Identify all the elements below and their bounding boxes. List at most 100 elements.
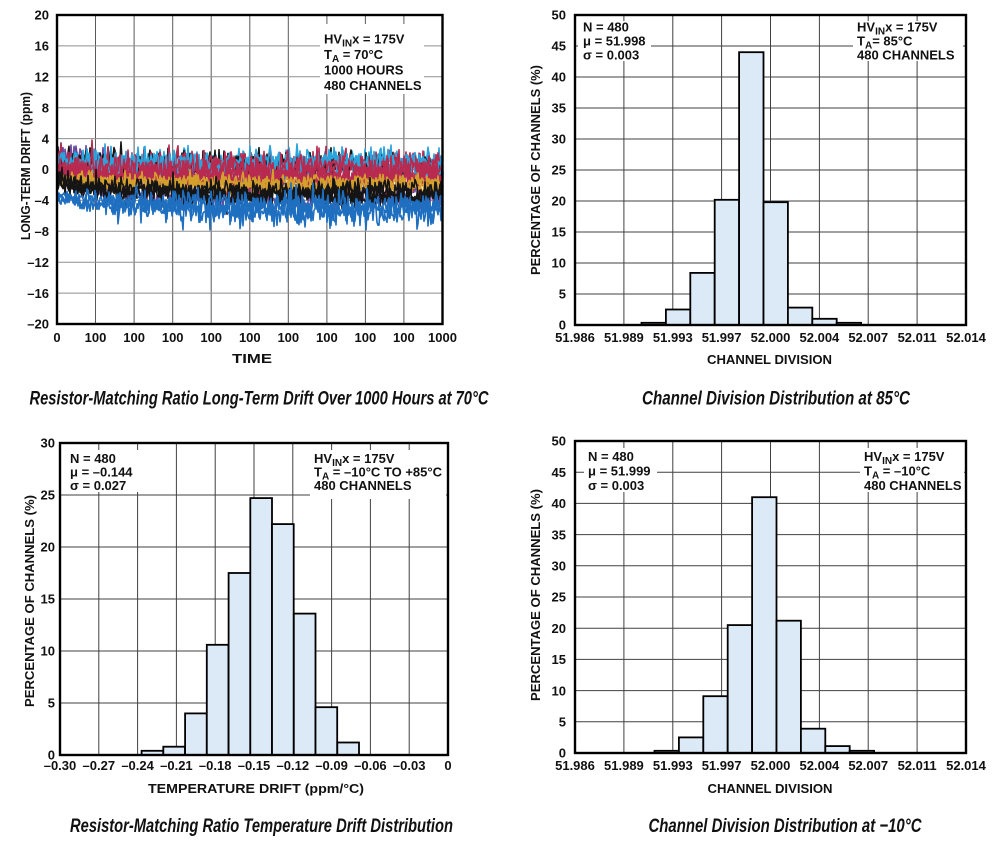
svg-text:TA= 85°C: TA= 85°C <box>857 34 913 52</box>
svg-text:12: 12 <box>35 70 49 85</box>
svg-text:N = 480: N = 480 <box>70 451 116 466</box>
svg-text:LONG-TERM DRIFT (ppm): LONG-TERM DRIFT (ppm) <box>18 92 33 240</box>
svg-text:Resistor-Matching Ratio Long-T: Resistor-Matching Ratio Long-Term Drift … <box>30 388 490 410</box>
svg-text:σ = 0.027: σ = 0.027 <box>70 478 126 493</box>
svg-text:52.011: 52.011 <box>898 758 937 773</box>
svg-text:480 CHANNELS: 480 CHANNELS <box>864 478 962 493</box>
svg-text:–0.12: –0.12 <box>277 758 310 773</box>
svg-text:51.986: 51.986 <box>555 758 595 773</box>
svg-text:5: 5 <box>559 715 566 730</box>
svg-text:20: 20 <box>41 540 55 555</box>
svg-text:20: 20 <box>35 8 49 23</box>
svg-text:TA = –10°C TO +85°C: TA = –10°C TO +85°C <box>314 465 443 483</box>
svg-text:52.004: 52.004 <box>800 758 841 773</box>
svg-text:–0.21: –0.21 <box>160 758 193 773</box>
svg-text:Resistor-Matching Ratio Temper: Resistor-Matching Ratio Temperature Drif… <box>70 815 453 837</box>
svg-text:–0.18: –0.18 <box>199 758 232 773</box>
svg-text:51.989: 51.989 <box>604 330 644 345</box>
svg-text:35: 35 <box>552 101 566 116</box>
svg-text:480 CHANNELS: 480 CHANNELS <box>314 478 412 493</box>
svg-text:51.993: 51.993 <box>653 330 693 345</box>
svg-text:–4: –4 <box>35 193 50 208</box>
svg-text:15: 15 <box>41 592 55 607</box>
svg-text:TIME: TIME <box>232 351 272 366</box>
svg-text:30: 30 <box>41 436 55 451</box>
svg-text:μ = 51.998: μ = 51.998 <box>583 34 646 49</box>
svg-text:25: 25 <box>41 488 55 503</box>
svg-text:PERCENTAGE OF CHANNELS (%): PERCENTAGE OF CHANNELS (%) <box>528 489 543 701</box>
svg-text:TA = 70°C: TA = 70°C <box>324 47 384 65</box>
svg-text:–8: –8 <box>35 224 49 239</box>
svg-text:0: 0 <box>444 758 451 773</box>
svg-text:35: 35 <box>552 527 566 542</box>
svg-text:σ = 0.003: σ = 0.003 <box>588 478 644 493</box>
svg-text:20: 20 <box>552 621 566 636</box>
svg-text:100: 100 <box>123 330 145 345</box>
svg-text:1000 HOURS: 1000 HOURS <box>324 63 404 78</box>
svg-text:30: 30 <box>552 559 566 574</box>
svg-text:0: 0 <box>53 330 60 345</box>
svg-text:–0.27: –0.27 <box>83 758 116 773</box>
svg-text:10: 10 <box>552 683 566 698</box>
svg-text:52.014: 52.014 <box>946 758 987 773</box>
svg-text:–0.09: –0.09 <box>315 758 348 773</box>
svg-text:100: 100 <box>239 330 261 345</box>
svg-text:TA = –10°C: TA = –10°C <box>864 464 931 482</box>
svg-text:51.986: 51.986 <box>555 330 595 345</box>
svg-text:20: 20 <box>552 194 566 209</box>
svg-text:PERCENTAGE OF CHANNELS (%): PERCENTAGE OF CHANNELS (%) <box>22 495 37 707</box>
svg-text:52.007: 52.007 <box>848 330 888 345</box>
svg-text:100: 100 <box>85 330 107 345</box>
svg-text:30: 30 <box>552 132 566 147</box>
svg-text:100: 100 <box>393 330 415 345</box>
svg-text:51.997: 51.997 <box>702 330 742 345</box>
svg-text:45: 45 <box>552 39 566 54</box>
svg-text:Channel Division Distribution: Channel Division Distribution at 85°C <box>642 388 911 410</box>
svg-text:51.993: 51.993 <box>653 758 693 773</box>
svg-text:52.007: 52.007 <box>848 758 888 773</box>
svg-text:Channel Division Distribution: Channel Division Distribution at −10°C <box>649 815 923 837</box>
svg-text:σ = 0.003: σ = 0.003 <box>583 48 639 63</box>
svg-text:μ = –0.144: μ = –0.144 <box>70 465 133 480</box>
svg-text:CHANNEL DIVISION: CHANNEL DIVISION <box>707 352 832 367</box>
svg-text:40: 40 <box>552 496 566 511</box>
svg-text:–16: –16 <box>27 286 49 301</box>
svg-text:0: 0 <box>48 748 55 763</box>
svg-text:10: 10 <box>552 256 566 271</box>
svg-text:50: 50 <box>552 8 566 23</box>
svg-text:25: 25 <box>552 163 566 178</box>
svg-text:50: 50 <box>552 434 566 449</box>
svg-text:–20: –20 <box>27 317 49 332</box>
svg-text:40: 40 <box>552 70 566 85</box>
svg-text:–0.03: –0.03 <box>393 758 426 773</box>
svg-text:CHANNEL DIVISION: CHANNEL DIVISION <box>708 781 833 796</box>
svg-text:N = 480: N = 480 <box>583 20 629 35</box>
svg-text:52.000: 52.000 <box>751 758 791 773</box>
svg-text:–0.24: –0.24 <box>121 758 154 773</box>
svg-text:5: 5 <box>559 287 566 302</box>
svg-text:–0.06: –0.06 <box>354 758 387 773</box>
svg-text:16: 16 <box>35 39 49 54</box>
svg-text:10: 10 <box>41 644 55 659</box>
svg-text:15: 15 <box>552 652 566 667</box>
svg-text:PERCENTAGE OF CHANNELS (%): PERCENTAGE OF CHANNELS (%) <box>528 65 543 275</box>
svg-text:480 CHANNELS: 480 CHANNELS <box>324 78 422 93</box>
svg-text:100: 100 <box>162 330 184 345</box>
svg-text:100: 100 <box>277 330 299 345</box>
svg-text:8: 8 <box>42 100 49 115</box>
svg-text:52.011: 52.011 <box>898 330 937 345</box>
svg-text:0: 0 <box>559 746 566 761</box>
svg-text:N = 480: N = 480 <box>588 449 634 464</box>
svg-text:4: 4 <box>42 131 50 146</box>
svg-text:5: 5 <box>48 696 55 711</box>
svg-text:0: 0 <box>559 318 566 333</box>
svg-text:μ = 51.999: μ = 51.999 <box>588 464 651 479</box>
svg-text:51.989: 51.989 <box>604 758 644 773</box>
svg-text:–12: –12 <box>27 255 49 270</box>
svg-text:52.004: 52.004 <box>800 330 841 345</box>
svg-text:25: 25 <box>552 590 566 605</box>
svg-text:51.997: 51.997 <box>702 758 742 773</box>
svg-text:52.000: 52.000 <box>751 330 791 345</box>
svg-text:15: 15 <box>552 225 566 240</box>
svg-text:100: 100 <box>316 330 338 345</box>
